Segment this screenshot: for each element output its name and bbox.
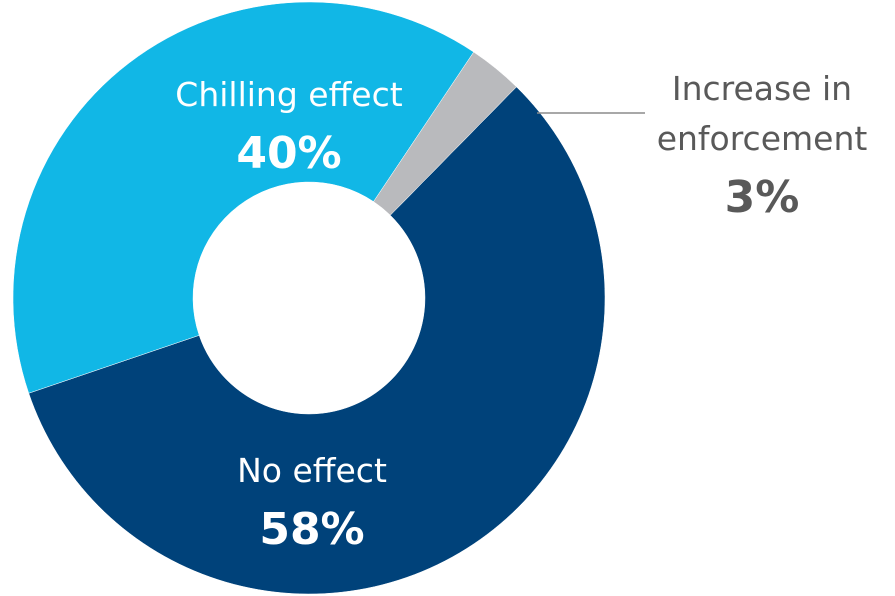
- slice-label-increase-line1: Increase in: [672, 69, 852, 108]
- slice-label-no-effect: No effect: [237, 451, 387, 490]
- slice-label-increase-line2: enforcement: [657, 119, 868, 158]
- slice-value-chilling: 40%: [236, 128, 341, 179]
- slice-no-effect: [28, 86, 606, 595]
- slice-increase: [373, 51, 517, 216]
- slice-value-increase: 3%: [725, 172, 800, 223]
- slice-value-no-effect: 58%: [259, 504, 364, 555]
- slice-chilling: [12, 1, 475, 394]
- slice-label-chilling: Chilling effect: [175, 75, 402, 114]
- slices-group: [12, 1, 606, 595]
